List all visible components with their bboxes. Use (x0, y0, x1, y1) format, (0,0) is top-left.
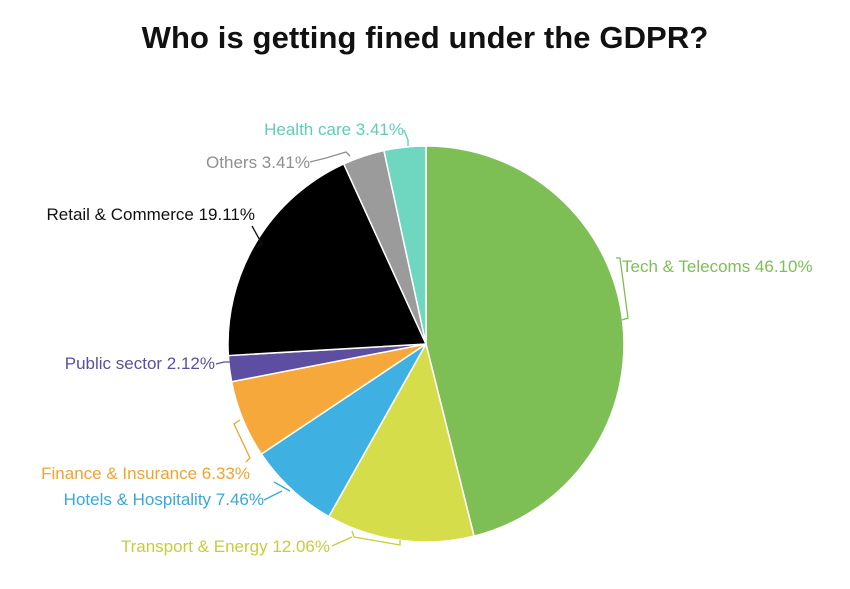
leader-line-finance-and-insurance (233, 419, 251, 463)
slice-label-finance-and-insurance: Finance & Insurance 6.33% (41, 464, 250, 483)
slice-label-transport-and-energy: Transport & Energy 12.06% (121, 537, 330, 556)
leader-lines (215, 129, 629, 547)
leader-line-tech-and-telecoms (616, 257, 629, 321)
slice-label-public-sector: Public sector 2.12% (65, 354, 215, 373)
pie-slice-retail-and-commerce (227, 162, 428, 357)
slice-label-hotels-and-hospitality: Hotels & Hospitality 7.46% (64, 490, 264, 509)
slice-label-retail-and-commerce: Retail & Commerce 19.11% (47, 205, 256, 224)
leader-line-health-care (403, 129, 409, 146)
chart-title: Who is getting fined under the GDPR? (141, 20, 709, 55)
pie-slices (227, 145, 625, 543)
slice-labels: Tech & Telecoms 46.10% Transport & Energy… (41, 120, 812, 556)
leader-line-transport-and-energy (331, 530, 401, 547)
leader-line-hotels-and-hospitality (263, 481, 291, 501)
slice-label-tech-and-telecoms: Tech & Telecoms 46.10% (622, 257, 813, 276)
leader-line-public-sector (215, 361, 230, 365)
slice-label-health-care: Health care 3.41% (264, 120, 404, 139)
leader-line-others (309, 151, 351, 163)
pie-slice-health-care (383, 145, 427, 345)
slice-label-others: Others 3.41% (206, 153, 310, 172)
leader-line-retail-and-commerce (251, 225, 263, 247)
